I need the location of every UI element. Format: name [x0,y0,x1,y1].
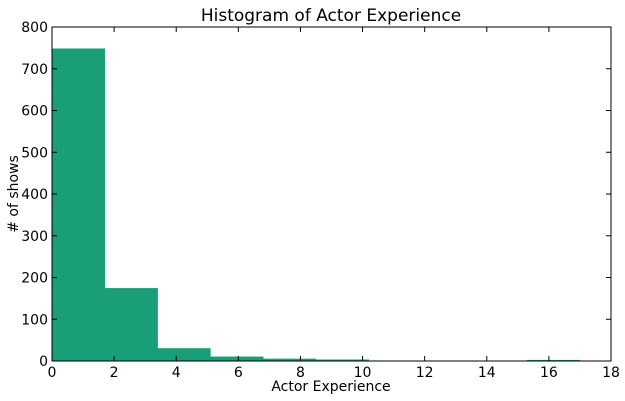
y-tick-label: 300 [21,229,48,245]
y-tick-label: 400 [21,187,48,203]
chart-title: Histogram of Actor Experience [201,6,461,26]
bars-group [51,48,581,362]
y-tick-label: 800 [21,20,48,36]
x-tick-label: 18 [602,365,620,381]
y-axis-title: # of shows [6,155,22,233]
x-tick-label: 4 [172,365,181,381]
y-tick-label: 100 [21,312,48,328]
histogram-bar-2 [157,348,211,362]
x-tick-label: 16 [540,365,558,381]
x-tick-label: 8 [296,365,305,381]
y-tick-label: 0 [39,354,48,370]
x-tick-label: 0 [48,365,57,381]
x-axis-title: Actor Experience [271,379,390,395]
y-tick-label: 200 [21,271,48,287]
y-tick-label: 500 [21,145,48,161]
x-tick-label: 12 [416,365,434,381]
y-tick-label: 600 [21,104,48,120]
x-tick-label: 14 [478,365,496,381]
x-tick-label: 6 [234,365,243,381]
x-tick-label: 2 [110,365,119,381]
y-tick-labels: 0 100 200 300 400 500 600 700 800 [21,20,48,370]
histogram-bar-0 [51,48,106,362]
histogram-bar-1 [104,288,158,362]
y-tick-label: 700 [21,62,48,78]
x-tick-labels: 0 2 4 6 8 10 12 14 16 18 [48,365,620,381]
x-tick-label: 10 [354,365,372,381]
plot-frame [51,26,612,362]
histogram-bar-3 [210,356,264,362]
